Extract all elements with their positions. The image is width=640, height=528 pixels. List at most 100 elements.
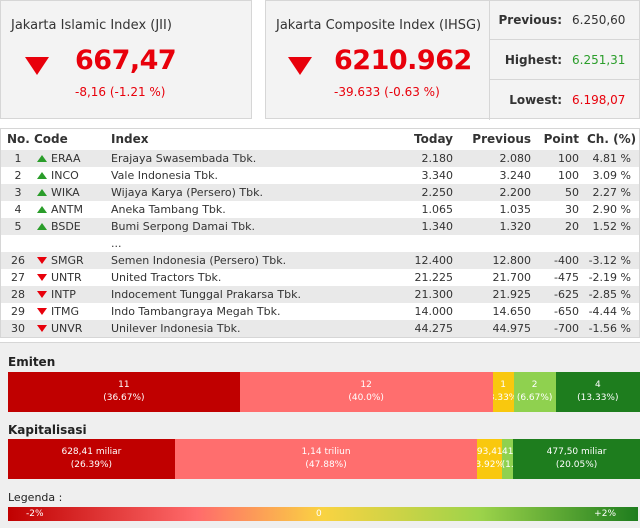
row-code: INTP: [51, 288, 76, 301]
ihsg-title: Jakarta Composite Index (IHSG): [276, 18, 482, 33]
stat-highest-label: Highest:: [504, 53, 562, 67]
row-previous: 2.200: [499, 186, 532, 199]
row-code: ANTM: [51, 203, 83, 216]
table-header: No. Code Index Today Previous Point Ch. …: [1, 129, 639, 150]
row-previous: 14.650: [492, 305, 532, 318]
table-body: 1 ERAA Erajaya Swasembada Tbk. 2.180 2.080 10…: [1, 150, 639, 337]
emiten-segment[interactable]: 1 (3.33%): [492, 372, 514, 412]
row-today: 3.340: [421, 169, 454, 182]
emiten-segment[interactable]: 4 (13.33%): [555, 372, 640, 412]
row-number: 4: [14, 203, 22, 216]
emiten-segment-percent: (40.0%): [348, 393, 384, 403]
row-number: 2: [14, 169, 22, 182]
kapitalisasi-segment[interactable]: 93,41 (3.92%): [477, 439, 503, 479]
row-change: 2.90 %: [592, 203, 631, 216]
row-change: -2.85 %: [588, 288, 631, 301]
row-name: Wijaya Karya (Persero) Tbk.: [111, 186, 263, 199]
kapitalisasi-segment-value: 477,50 miliar: [546, 447, 607, 457]
row-point: -475: [554, 271, 579, 284]
header-point: Point: [543, 132, 579, 146]
table-row[interactable]: 2 INCO Vale Indonesia Tbk. 3.340 3.240 100 3.0…: [1, 167, 639, 184]
kapitalisasi-segment[interactable]: 41 (1.: [502, 439, 514, 479]
emiten-segment[interactable]: 11 (36.67%): [8, 372, 240, 412]
down-arrow-icon: [37, 286, 47, 303]
row-code: UNVR: [51, 322, 83, 335]
row-code: UNTR: [51, 271, 82, 284]
emiten-segment-value: 11: [118, 380, 130, 390]
row-today: 1.065: [421, 203, 454, 216]
stat-highest-value: 6.251,31: [572, 53, 626, 67]
row-point: 30: [565, 203, 579, 216]
ihsg-change: -39.633 (-0.63 %): [334, 85, 440, 99]
stat-lowest-value: 6.198,07: [572, 93, 626, 107]
row-name: United Tractors Tbk.: [111, 271, 222, 284]
emiten-segment-percent: (13.33%): [577, 393, 619, 403]
row-today: 21.300: [414, 288, 454, 301]
row-previous: 1.035: [499, 203, 532, 216]
row-today: 21.225: [414, 271, 454, 284]
down-arrow-icon: [37, 269, 47, 286]
table-row[interactable]: 3 WIKA Wijaya Karya (Persero) Tbk. 2.250 2.2…: [1, 184, 639, 201]
row-previous: 2.080: [499, 152, 532, 165]
table-row[interactable]: 27 UNTR United Tractors Tbk. 21.225 21.700 -4…: [1, 269, 639, 286]
ellipsis-row: ...: [1, 235, 639, 252]
emiten-title: Emiten: [8, 355, 56, 369]
emiten-segment[interactable]: 2 (6.67%): [513, 372, 556, 412]
row-change: 2.27 %: [592, 186, 631, 199]
row-code: ERAA: [51, 152, 81, 165]
table-row[interactable]: 30 UNVR Unilever Indonesia Tbk. 44.275 44.97…: [1, 320, 639, 337]
kapitalisasi-segment-percent: (26.39%): [70, 460, 113, 470]
legend-max: +2%: [594, 509, 616, 519]
emiten-segment[interactable]: 12 (40.0%): [239, 372, 493, 412]
emiten-segment-value: 1: [500, 380, 506, 390]
emiten-segment-value: 2: [531, 380, 538, 390]
row-point: -625: [554, 288, 579, 301]
table-row[interactable]: 5 BSDE Bumi Serpong Damai Tbk. 1.340 1.320 20…: [1, 218, 639, 235]
kapitalisasi-segment[interactable]: 477,50 miliar (20.05%): [513, 439, 640, 479]
up-arrow-icon: [37, 201, 47, 218]
row-name: Indo Tambangraya Megah Tbk.: [111, 305, 281, 318]
jii-change: -8,16 (-1.21 %): [75, 85, 166, 99]
row-point: 20: [565, 220, 579, 233]
jii-title: Jakarta Islamic Index (JII): [11, 18, 172, 33]
kapitalisasi-segment-percent: (47.88%): [305, 460, 347, 470]
emiten-segment-percent: (36.67%): [103, 393, 145, 403]
row-code: INCO: [51, 169, 79, 182]
kapitalisasi-segment[interactable]: 1,14 triliun (47.88%): [174, 439, 478, 479]
row-number: 1: [14, 152, 22, 165]
down-arrow-icon: [288, 57, 312, 75]
header-no: No.: [7, 132, 30, 146]
row-name: Unilever Indonesia Tbk.: [111, 322, 241, 335]
stat-lowest-label: Lowest:: [509, 93, 562, 107]
table-row[interactable]: 29 ITMG Indo Tambangraya Megah Tbk. 14.000 1…: [1, 303, 639, 320]
row-code: SMGR: [51, 254, 84, 267]
jii-card: Jakarta Islamic Index (JII) 667,47 -8,16…: [0, 0, 252, 119]
emiten-segment-value: 12: [360, 380, 372, 390]
composition-panel: Emiten 11 (36.67%) 12 (40.0%) 1 (3.33%) 2 (6.67…: [0, 342, 640, 528]
row-name: Vale Indonesia Tbk.: [111, 169, 218, 182]
row-today: 1.340: [421, 220, 454, 233]
kapitalisasi-segment[interactable]: 628,41 miliar (26.39%): [8, 439, 175, 479]
table-row[interactable]: 26 SMGR Semen Indonesia (Persero) Tbk. 12.4…: [1, 252, 639, 269]
row-today: 12.400: [414, 254, 454, 267]
row-point: 100: [558, 152, 579, 165]
row-point: 50: [565, 186, 579, 199]
row-number: 29: [11, 305, 25, 318]
row-previous: 1.320: [499, 220, 532, 233]
row-number: 3: [14, 186, 22, 199]
row-number: 30: [11, 322, 25, 335]
row-number: 28: [11, 288, 25, 301]
row-name: Bumi Serpong Damai Tbk.: [111, 220, 256, 233]
row-point: -650: [554, 305, 579, 318]
ihsg-card: Jakarta Composite Index (IHSG) 6210.962 …: [265, 0, 640, 120]
ihsg-stats: Previous: 6.250,60 Highest: 6.251,31 Low…: [489, 1, 640, 120]
stat-previous: Previous: 6.250,60: [490, 1, 640, 40]
table-row[interactable]: 4 ANTM Aneka Tambang Tbk. 1.065 1.035 30 2.90 …: [1, 201, 639, 218]
kapitalisasi-segment-value: 93,41: [477, 447, 503, 457]
row-today: 14.000: [414, 305, 454, 318]
table-row[interactable]: 1 ERAA Erajaya Swasembada Tbk. 2.180 2.080 10…: [1, 150, 639, 167]
header-today: Today: [414, 132, 453, 146]
emiten-segment-value: 4: [594, 380, 601, 390]
table-row[interactable]: 28 INTP Indocement Tunggal Prakarsa Tbk. 21…: [1, 286, 639, 303]
legend-title: Legenda :: [8, 491, 63, 504]
